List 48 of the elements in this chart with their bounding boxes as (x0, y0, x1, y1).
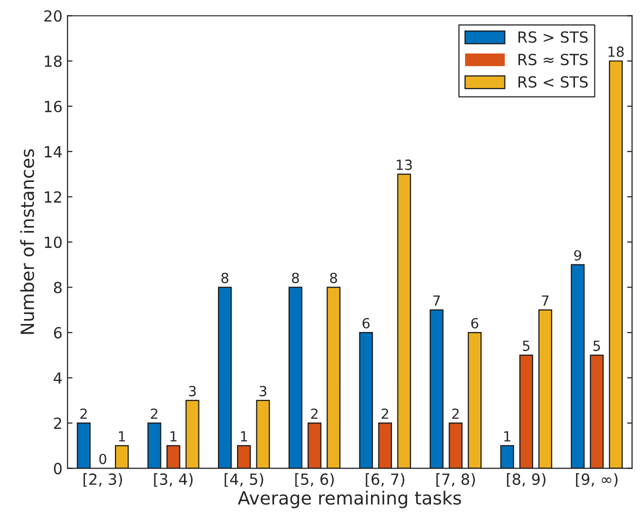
data-label: 2 (80, 408, 87, 419)
data-label: 1 (504, 431, 510, 442)
data-label: 2 (150, 408, 158, 419)
data-label: 6 (471, 318, 478, 328)
data-label: 18 (608, 46, 624, 57)
y-tick-label: 14 (44, 146, 62, 158)
data-label: 0 (99, 454, 106, 464)
data-label: 8 (330, 272, 338, 284)
y-tick-label: 2 (54, 418, 62, 429)
x-tick-label: [7, 8) (436, 473, 475, 487)
data-label: 1 (241, 431, 248, 442)
x-tick-label: [9, ∞) (576, 473, 618, 487)
legend-label: RS ≈ STS (518, 54, 588, 66)
data-label: 5 (522, 340, 530, 352)
y-axis-title: Number of instances (20, 149, 34, 334)
data-label: 3 (189, 386, 196, 396)
data-label: 8 (221, 272, 228, 284)
data-label: 2 (452, 408, 459, 419)
data-label: 6 (362, 318, 370, 328)
data-label: 2 (382, 408, 388, 419)
y-tick-label: 10 (44, 236, 62, 248)
x-tick-label: [2, 3) (84, 473, 122, 487)
y-tick-label: 4 (54, 372, 62, 384)
data-label: 2 (311, 408, 318, 419)
data-label: 9 (574, 250, 582, 261)
x-tick-label: [4, 5) (224, 473, 264, 487)
y-tick-label: 20 (44, 10, 62, 22)
data-label: 3 (260, 386, 266, 396)
x-axis-title: Average remaining tasks (238, 490, 462, 508)
data-label: 5 (593, 340, 600, 352)
y-tick-label: 6 (54, 327, 62, 339)
y-tick-label: 16 (44, 100, 62, 112)
y-tick-label: 18 (44, 55, 62, 68)
data-label: 7 (542, 296, 548, 306)
y-tick-label: 0 (54, 462, 62, 474)
x-tick-label: [6, 7) (366, 473, 404, 487)
x-tick-label: [5, 6) (295, 473, 334, 487)
x-tick-label: [3, 4) (154, 473, 193, 487)
legend-label: RS > STS (518, 31, 588, 43)
data-label: 1 (170, 431, 177, 442)
x-tick-label: [8, 9) (506, 473, 546, 487)
data-label: 1 (118, 431, 125, 442)
y-tick-label: 12 (44, 191, 62, 203)
data-label: 13 (396, 160, 412, 170)
data-label: 7 (433, 296, 440, 306)
data-label: 8 (292, 272, 299, 284)
legend-label: RS < STS (518, 76, 588, 88)
y-tick-label: 8 (54, 282, 62, 294)
